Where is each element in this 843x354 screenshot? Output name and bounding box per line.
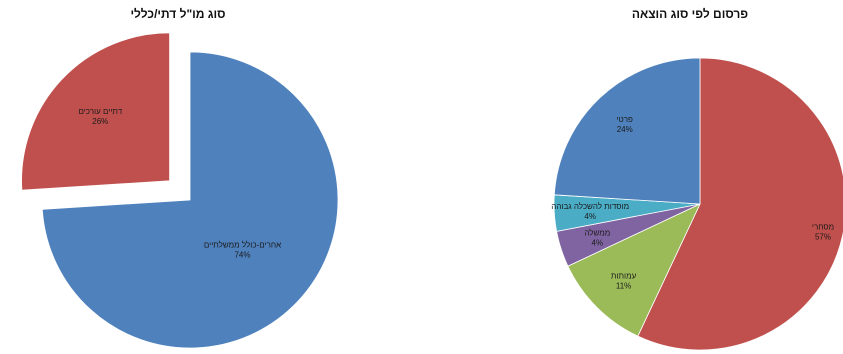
pie-slice-c0-s0 [41, 51, 339, 349]
slice-percent-c1-s0: 57% [815, 233, 831, 242]
pie-slice-c0-s1 [21, 32, 170, 191]
slice-percent-c0-s0: 74% [234, 250, 250, 259]
slice-label-c1-s1: עמותות [611, 271, 637, 280]
pie-slice-c1-s4 [553, 57, 701, 205]
slice-label-c1-s0: מסחרי [812, 223, 834, 232]
slice-percent-c0-s1: 26% [92, 117, 108, 126]
pie-slice-c1-s0 [637, 57, 843, 351]
slice-label-c1-s2: ממשלה [584, 228, 610, 237]
slice-percent-c1-s2: 4% [592, 238, 604, 247]
right-chart-title: פרסום לפי סוג הוצאה [632, 7, 748, 21]
slice-percent-c1-s1: 11% [616, 281, 631, 290]
slice-percent-c1-s3: 4% [584, 212, 596, 221]
left-chart-title: סוג מו"ל דתי/כללי [130, 7, 225, 21]
slice-label-c0-s1: דתיים עורכים [78, 107, 122, 116]
slice-label-c1-s3: מוסדות להשכלה גבוהה [551, 202, 629, 211]
slice-percent-c1-s4: 24% [617, 125, 633, 134]
slice-label-c1-s4: פרטי [616, 115, 633, 124]
slice-label-c0-s0: אחרים-כולל ממשלתיים [204, 240, 281, 249]
pie-slice-c1-s1 [567, 203, 701, 337]
